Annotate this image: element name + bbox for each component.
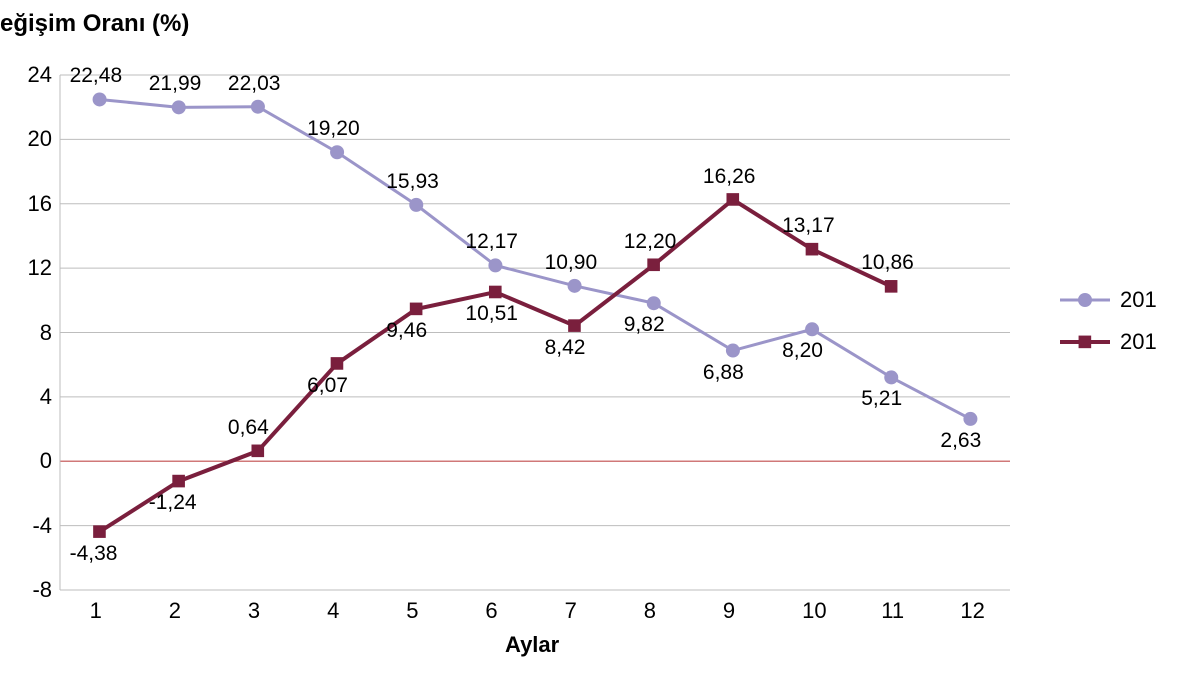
y-tick-label: 12 bbox=[28, 255, 52, 281]
data-label: 19,20 bbox=[307, 117, 360, 141]
plot-area bbox=[0, 0, 1200, 675]
series-line-serie_a bbox=[100, 99, 971, 418]
line-chart: eğişim Oranı (%) -8-40481216202412345678… bbox=[0, 0, 1200, 675]
data-label: 10,86 bbox=[861, 251, 914, 275]
data-label: 6,07 bbox=[307, 374, 348, 398]
y-tick-label: 24 bbox=[28, 62, 52, 88]
data-label: 13,17 bbox=[782, 214, 835, 238]
data-label: 15,93 bbox=[386, 170, 439, 194]
data-label: 9,46 bbox=[386, 319, 427, 343]
data-label: 16,26 bbox=[703, 165, 756, 189]
data-label: 10,51 bbox=[465, 302, 518, 326]
x-tick-label: 6 bbox=[485, 598, 497, 624]
x-tick-label: 4 bbox=[327, 598, 339, 624]
data-label: 9,82 bbox=[624, 313, 665, 337]
x-tick-label: 10 bbox=[802, 598, 826, 624]
data-label: 22,48 bbox=[70, 64, 123, 88]
y-tick-label: 20 bbox=[28, 126, 52, 152]
data-label: 6,88 bbox=[703, 361, 744, 385]
y-tick-label: 0 bbox=[40, 448, 52, 474]
x-tick-label: 2 bbox=[169, 598, 181, 624]
x-tick-label: 7 bbox=[565, 598, 577, 624]
y-tick-label: -4 bbox=[32, 513, 52, 539]
data-label: 8,20 bbox=[782, 339, 823, 363]
y-tick-label: -8 bbox=[32, 577, 52, 603]
y-tick-label: 8 bbox=[40, 320, 52, 346]
data-label: 12,20 bbox=[624, 230, 677, 254]
data-label: 5,21 bbox=[861, 387, 902, 411]
y-tick-label: 16 bbox=[28, 191, 52, 217]
data-label: 21,99 bbox=[149, 72, 202, 96]
x-tick-label: 12 bbox=[960, 598, 984, 624]
x-tick-label: 8 bbox=[644, 598, 656, 624]
data-label: -4,38 bbox=[70, 542, 118, 566]
x-tick-label: 3 bbox=[248, 598, 260, 624]
data-label: 12,17 bbox=[465, 230, 518, 254]
x-tick-label: 9 bbox=[723, 598, 735, 624]
x-tick-label: 11 bbox=[881, 598, 904, 624]
data-label: 8,42 bbox=[545, 336, 586, 360]
y-tick-label: 4 bbox=[40, 384, 52, 410]
legend-label: 201 bbox=[1120, 329, 1157, 355]
x-tick-label: 1 bbox=[90, 598, 102, 624]
data-label: 22,03 bbox=[228, 72, 281, 96]
data-label: 0,64 bbox=[228, 416, 269, 440]
data-label: 10,90 bbox=[545, 251, 598, 275]
data-label: 2,63 bbox=[940, 429, 981, 453]
x-axis-title: Aylar bbox=[505, 632, 559, 658]
legend-label: 201 bbox=[1120, 287, 1157, 313]
x-tick-label: 5 bbox=[406, 598, 418, 624]
data-label: -1,24 bbox=[149, 491, 197, 515]
